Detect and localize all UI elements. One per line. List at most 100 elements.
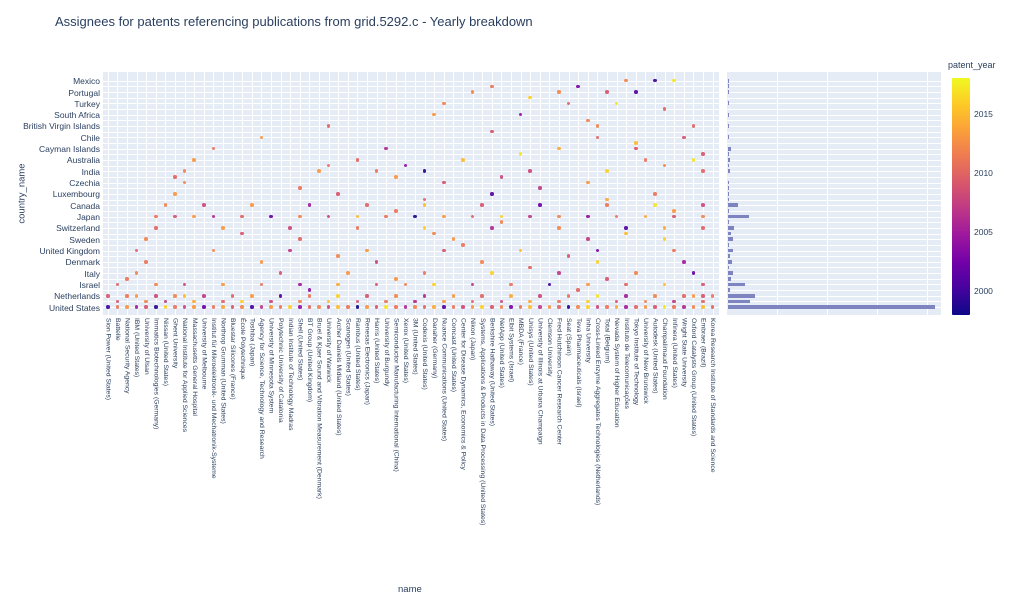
scatter-dot[interactable] — [422, 271, 427, 275]
scatter-dot[interactable] — [528, 214, 532, 219]
scatter-dot[interactable] — [442, 248, 446, 253]
scatter-dot[interactable] — [154, 214, 158, 219]
scatter-dot[interactable] — [470, 90, 475, 94]
scatter-dot[interactable] — [432, 282, 436, 287]
country-count-bar[interactable] — [728, 101, 729, 106]
scatter-dot[interactable] — [461, 243, 465, 247]
scatter-dot[interactable] — [192, 158, 196, 162]
scatter-dot[interactable] — [557, 305, 561, 309]
scatter-dot[interactable] — [115, 299, 120, 304]
scatter-dot[interactable] — [202, 293, 206, 298]
scatter-dot[interactable] — [298, 186, 302, 191]
scatter-dot[interactable] — [115, 282, 120, 287]
scatter-dot[interactable] — [691, 293, 696, 298]
scatter-dot[interactable] — [595, 293, 600, 298]
scatter-dot[interactable] — [470, 282, 475, 287]
scatter-dot[interactable] — [269, 214, 273, 219]
scatter-dot[interactable] — [461, 305, 465, 309]
scatter-dot[interactable] — [538, 305, 542, 309]
country-count-bar[interactable] — [728, 112, 729, 117]
scatter-dot[interactable] — [614, 299, 619, 304]
scatter-dot[interactable] — [461, 158, 465, 162]
scatter-dot[interactable] — [278, 271, 283, 275]
scatter-dot[interactable] — [509, 282, 513, 287]
scatter-dot[interactable] — [499, 214, 504, 219]
scatter-dot[interactable] — [538, 186, 542, 191]
scatter-dot[interactable] — [211, 305, 216, 309]
scatter-dot[interactable] — [422, 197, 427, 202]
scatter-dot[interactable] — [701, 226, 705, 230]
scatter-dot[interactable] — [614, 101, 619, 106]
scatter-dot[interactable] — [432, 231, 436, 236]
scatter-dot[interactable] — [259, 305, 264, 309]
scatter-dot[interactable] — [182, 305, 187, 309]
scatter-dot[interactable] — [259, 135, 264, 140]
scatter-dot[interactable] — [355, 226, 360, 230]
scatter-dot[interactable] — [394, 305, 398, 309]
scatter-dot[interactable] — [566, 293, 571, 298]
scatter-dot[interactable] — [259, 260, 264, 264]
country-count-bar[interactable] — [728, 90, 729, 94]
scatter-dot[interactable] — [422, 169, 427, 174]
scatter-dot[interactable] — [586, 214, 590, 219]
scatter-dot[interactable] — [624, 231, 628, 236]
scatter-dot[interactable] — [576, 84, 580, 89]
scatter-dot[interactable] — [682, 135, 686, 140]
scatter-dot[interactable] — [662, 107, 667, 111]
scatter-dot[interactable] — [499, 175, 504, 179]
scatter-dot[interactable] — [557, 146, 561, 151]
scatter-dot[interactable] — [691, 158, 696, 162]
scatter-dot[interactable] — [269, 305, 273, 309]
scatter-dot[interactable] — [566, 254, 571, 258]
scatter-dot[interactable] — [288, 226, 292, 230]
scatter-dot[interactable] — [355, 305, 360, 309]
scatter-dot[interactable] — [595, 135, 600, 140]
scatter-dot[interactable] — [221, 226, 225, 230]
scatter-dot[interactable] — [221, 299, 225, 304]
country-count-bar[interactable] — [728, 305, 935, 309]
scatter-dot[interactable] — [106, 305, 110, 309]
scatter-dot[interactable] — [403, 305, 408, 309]
scatter-dot[interactable] — [115, 305, 120, 309]
scatter-dot[interactable] — [240, 305, 244, 309]
scatter-dot[interactable] — [634, 146, 638, 151]
scatter-dot[interactable] — [605, 203, 609, 207]
scatter-dot[interactable] — [173, 305, 177, 309]
country-count-bar[interactable] — [728, 237, 733, 242]
scatter-dot[interactable] — [307, 293, 312, 298]
scatter-dot[interactable] — [662, 163, 667, 168]
scatter-dot[interactable] — [470, 305, 475, 309]
scatter-dot[interactable] — [365, 305, 369, 309]
scatter-dot[interactable] — [374, 169, 379, 174]
scatter-dot[interactable] — [451, 293, 456, 298]
scatter-dot[interactable] — [499, 220, 504, 224]
scatter-dot[interactable] — [557, 271, 561, 275]
scatter-dot[interactable] — [365, 293, 369, 298]
scatter-dot[interactable] — [710, 293, 715, 298]
scatter-dot[interactable] — [682, 260, 686, 264]
scatter-dot[interactable] — [134, 293, 139, 298]
scatter-dot[interactable] — [173, 293, 177, 298]
country-count-bar[interactable] — [728, 288, 730, 293]
scatter-dot[interactable] — [336, 293, 340, 298]
country-count-bar[interactable] — [728, 299, 750, 304]
scatter-dot[interactable] — [662, 305, 667, 309]
scatter-dot[interactable] — [595, 124, 600, 128]
scatter-dot[interactable] — [518, 152, 523, 157]
scatter-dot[interactable] — [624, 226, 628, 230]
scatter-dot[interactable] — [365, 203, 369, 207]
scatter-dot[interactable] — [346, 271, 350, 275]
scatter-dot[interactable] — [307, 203, 312, 207]
scatter-dot[interactable] — [624, 78, 628, 83]
scatter-dot[interactable] — [538, 203, 542, 207]
scatter-dot[interactable] — [451, 237, 456, 241]
scatter-dot[interactable] — [422, 203, 427, 207]
scatter-dot[interactable] — [336, 305, 340, 309]
scatter-dot[interactable] — [240, 214, 244, 219]
scatter-dot[interactable] — [701, 305, 705, 309]
scatter-dot[interactable] — [413, 305, 417, 309]
scatter-dot[interactable] — [586, 118, 590, 123]
scatter-dot[interactable] — [384, 214, 388, 219]
scatter-dot[interactable] — [701, 293, 705, 298]
scatter-dot[interactable] — [672, 78, 676, 83]
